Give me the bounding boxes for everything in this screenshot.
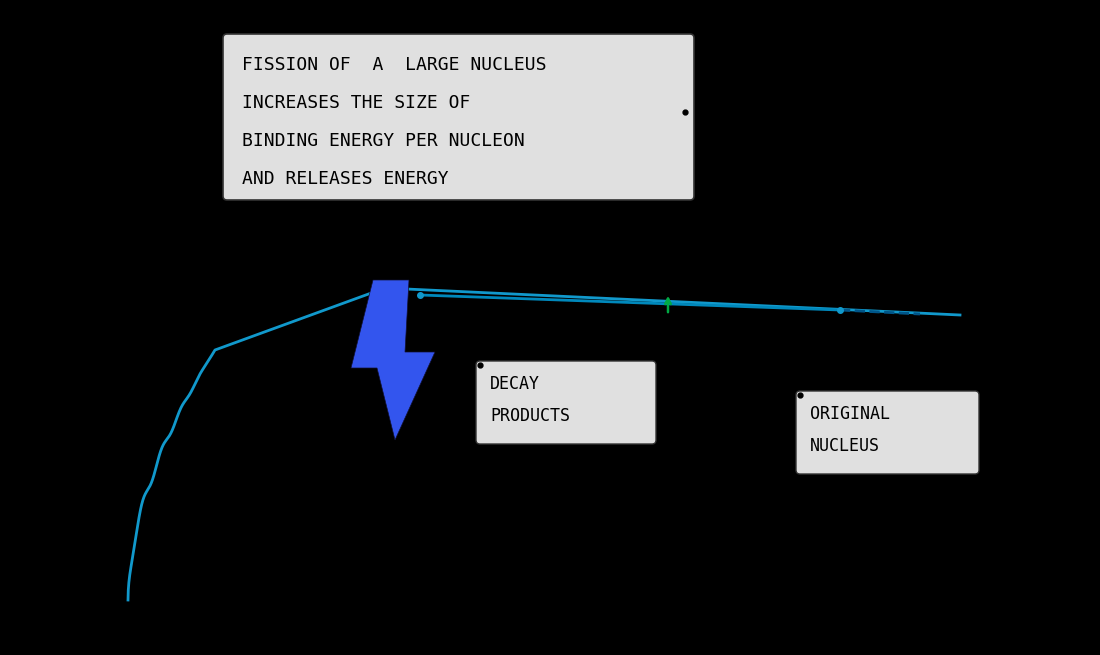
- FancyBboxPatch shape: [476, 361, 656, 444]
- Text: PRODUCTS: PRODUCTS: [490, 407, 570, 425]
- FancyBboxPatch shape: [796, 391, 979, 474]
- Text: FISSION OF  A  LARGE NUCLEUS: FISSION OF A LARGE NUCLEUS: [242, 56, 547, 74]
- Text: DECAY: DECAY: [490, 375, 540, 393]
- Text: NUCLEUS: NUCLEUS: [810, 437, 880, 455]
- Text: ORIGINAL: ORIGINAL: [810, 405, 890, 423]
- Text: INCREASES THE SIZE OF: INCREASES THE SIZE OF: [242, 94, 471, 112]
- FancyBboxPatch shape: [223, 34, 694, 200]
- Text: N–: N–: [372, 256, 388, 270]
- Polygon shape: [351, 280, 435, 440]
- Text: BINDING ENERGY PER NUCLEON: BINDING ENERGY PER NUCLEON: [242, 132, 525, 150]
- Text: AND RELEASES ENERGY: AND RELEASES ENERGY: [242, 170, 449, 188]
